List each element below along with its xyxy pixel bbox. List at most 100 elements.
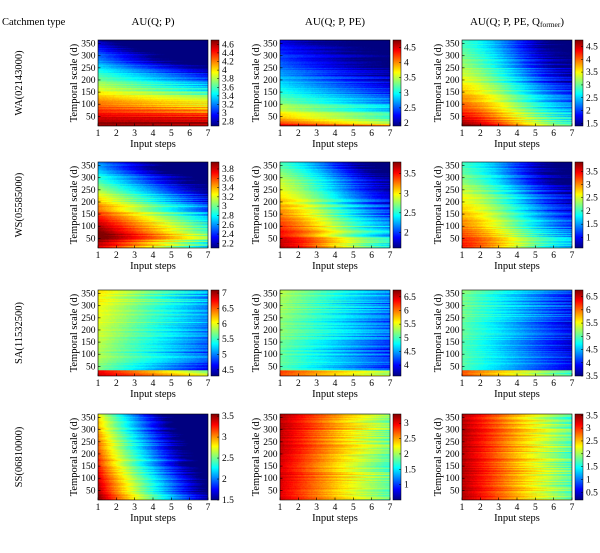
y-tick-label: 250 [263, 438, 278, 448]
heatmap-panel: 50 100 150 200 250 300 350 1 2 3 4 5 6 7 Input steps Te… [251, 40, 416, 150]
y-tick-label: 150 [263, 210, 278, 220]
heatmap-panel: 50 100 150 200 250 300 350 1 2 3 4 5 6 7 Input steps Te… [433, 290, 598, 400]
colorbar-tick-label: 4.4 [222, 49, 234, 59]
y-tick-label: 350 [445, 40, 460, 50]
x-axis-label: Input steps [494, 261, 540, 272]
colorbar-tick-label: 3 [404, 419, 409, 429]
colorbar-tick-label: 6 [586, 306, 591, 316]
colorbar-tick-label: 5 [404, 334, 409, 344]
x-tick-label: 7 [388, 129, 393, 139]
y-axis-label: Temporal scale (d) [69, 417, 80, 496]
y-tick-label: 50 [268, 234, 278, 244]
x-tick-label: 7 [206, 379, 211, 389]
x-axis-label: Input steps [312, 261, 358, 272]
y-tick-label: 50 [268, 362, 278, 372]
colorbar-tick-label: 4 [586, 359, 591, 369]
colorbar-tick-label: 6.5 [404, 293, 416, 303]
x-tick-label: 1 [460, 503, 465, 513]
colorbar-tick-label: 5.5 [586, 319, 598, 329]
colorbar [574, 161, 584, 249]
heatmap-image [462, 414, 572, 500]
x-tick-label: 5 [351, 503, 356, 513]
colorbar [574, 289, 584, 377]
y-tick-label: 300 [81, 52, 96, 62]
colorbar-tick-label: 3.4 [222, 184, 234, 194]
colorbar-tick-label: 3.5 [586, 167, 598, 177]
x-tick-label: 6 [369, 379, 374, 389]
colorbar-tick-label: 3.6 [222, 83, 234, 93]
y-tick-label: 50 [450, 362, 460, 372]
colorbar-tick-label: 2.6 [222, 221, 234, 231]
heatmap-image [98, 162, 208, 248]
y-tick-label: 100 [81, 222, 96, 232]
y-tick-label: 150 [263, 462, 278, 472]
colorbar-tick-label: 4 [222, 66, 227, 76]
x-tick-label: 4 [151, 251, 156, 261]
y-axis-label: Temporal scale (d) [251, 43, 262, 122]
y-tick-label: 300 [263, 426, 278, 436]
x-tick-label: 5 [533, 503, 538, 513]
colorbar-tick-label: 2.5 [404, 435, 416, 445]
y-tick-label: 250 [263, 314, 278, 324]
x-tick-label: 4 [333, 129, 338, 139]
x-tick-label: 2 [296, 251, 301, 261]
y-tick-label: 200 [81, 326, 96, 336]
x-tick-label: 5 [351, 129, 356, 139]
colorbar-tick-label: 4.2 [222, 58, 234, 68]
y-tick-label: 150 [81, 338, 96, 348]
y-tick-label: 350 [263, 414, 278, 424]
colorbar-tick-label: 3 [222, 433, 227, 443]
y-tick-label: 350 [81, 414, 96, 424]
x-tick-label: 7 [388, 251, 393, 261]
x-tick-label: 4 [515, 503, 520, 513]
y-tick-label: 150 [445, 88, 460, 98]
y-tick-label: 150 [81, 88, 96, 98]
x-tick-label: 5 [169, 503, 174, 513]
colorbar-tick-label: 2.5 [404, 104, 416, 114]
y-tick-label: 200 [81, 450, 96, 460]
x-tick-label: 4 [515, 251, 520, 261]
colorbar-tick-label: 2.8 [222, 211, 234, 221]
heatmap-image [462, 162, 572, 248]
y-tick-label: 350 [81, 290, 96, 300]
y-tick-label: 200 [445, 450, 460, 460]
y-tick-label: 300 [81, 426, 96, 436]
row-label: WS(05585000) [14, 172, 25, 237]
x-tick-label: 2 [296, 129, 301, 139]
column-title-main: AU(Q; P) [131, 16, 174, 28]
colorbar-tick-label: 2 [404, 450, 409, 460]
x-tick-label: 2 [478, 503, 483, 513]
heatmap-image [98, 40, 208, 126]
colorbar-tick-label: 2.2 [222, 239, 234, 249]
x-tick-label: 2 [114, 129, 119, 139]
x-tick-label: 5 [351, 379, 356, 389]
x-tick-label: 3 [314, 379, 319, 389]
colorbar-tick-label: 1 [586, 233, 591, 243]
heatmap-panel: 50 100 150 200 250 300 350 1 2 3 4 5 6 7 Input steps Te… [69, 289, 234, 400]
x-axis-label: Input steps [312, 389, 358, 400]
x-axis-label: Input steps [130, 513, 176, 524]
colorbar-tick-label: 6.5 [222, 304, 234, 314]
colorbar-tick-label: 4 [404, 361, 409, 371]
y-tick-label: 50 [86, 112, 96, 122]
heatmap-image [462, 290, 572, 376]
y-tick-label: 100 [445, 222, 460, 232]
x-tick-label: 7 [570, 251, 575, 261]
y-axis-label: Temporal scale (d) [433, 165, 444, 244]
y-tick-label: 50 [450, 486, 460, 496]
colorbar-tick-label: 3.2 [222, 193, 234, 203]
x-tick-label: 3 [314, 503, 319, 513]
x-tick-label: 4 [515, 379, 520, 389]
colorbar-tick-label: 3 [586, 180, 591, 190]
y-tick-label: 250 [263, 186, 278, 196]
y-tick-label: 300 [263, 52, 278, 62]
colorbar-tick-label: 2.5 [586, 437, 598, 447]
y-tick-label: 350 [445, 162, 460, 172]
y-tick-label: 100 [445, 350, 460, 360]
heatmap-image [280, 40, 390, 126]
x-tick-label: 5 [351, 251, 356, 261]
colorbar [392, 289, 402, 377]
y-tick-label: 50 [86, 362, 96, 372]
heatmap-panel: 50 100 150 200 250 300 350 1 2 3 4 5 6 7 Input steps Te… [433, 40, 598, 150]
